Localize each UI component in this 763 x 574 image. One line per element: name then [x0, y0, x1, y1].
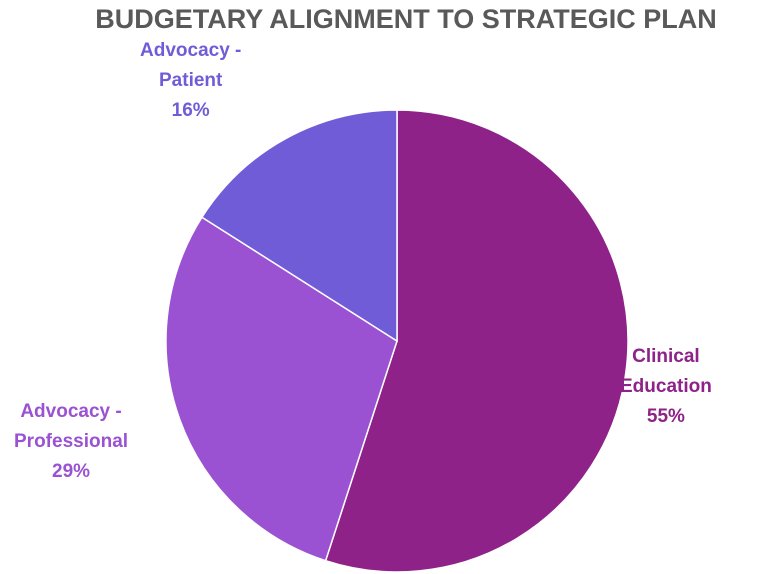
data-label-clinical-education: Clinical Education 55%	[620, 342, 712, 432]
data-label-advocacy-patient: Advocacy - Patient 16%	[140, 36, 241, 126]
data-label-advocacy-professional: Advocacy - Professional 29%	[14, 397, 128, 487]
pie-slices	[166, 110, 628, 572]
